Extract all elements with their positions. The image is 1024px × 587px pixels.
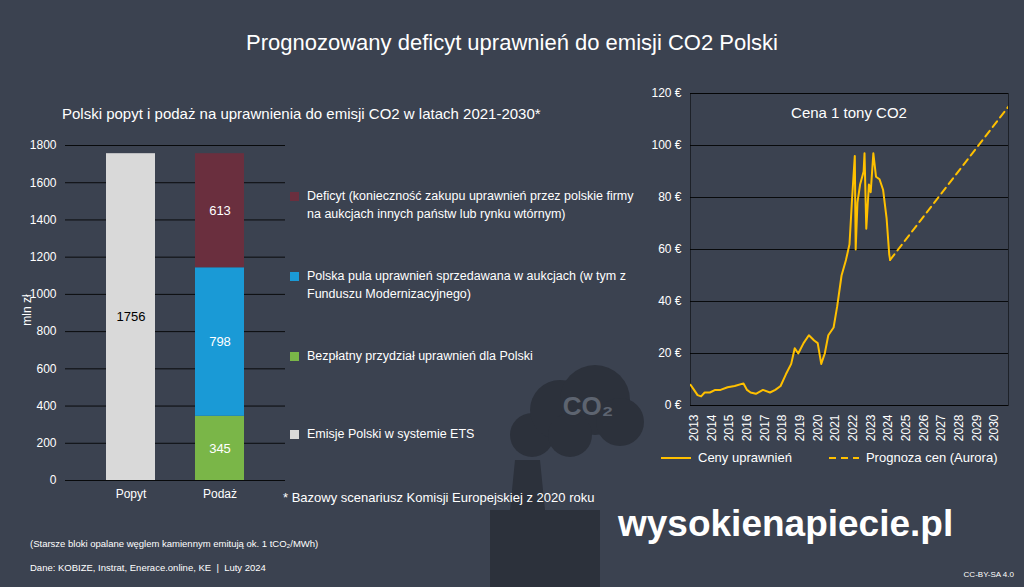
svg-text:2015: 2015 xyxy=(722,414,736,441)
svg-text:2025: 2025 xyxy=(899,414,913,441)
html-text:Dane: KOBIZE, Instrat, Enerace: Dane: KOBIZE, Instrat, Enerace.online, K… xyxy=(30,562,266,573)
html-text:Bezpłatny przydział uprawnień: Bezpłatny przydział uprawnień dla Polski xyxy=(307,349,533,363)
svg-text:1800: 1800 xyxy=(30,138,57,152)
svg-text:600: 600 xyxy=(36,362,56,376)
svg-text:2022: 2022 xyxy=(846,414,860,441)
html-text:Emisje Polski w systemie ETS: Emisje Polski w systemie ETS xyxy=(307,427,475,441)
html-text:(Starsze bloki opalane węglem: (Starsze bloki opalane węglem kamiennym … xyxy=(30,538,319,549)
svg-text:1756: 1756 xyxy=(117,309,146,324)
svg-text:798: 798 xyxy=(209,334,231,349)
svg-text:2016: 2016 xyxy=(740,414,754,441)
html-text:mln zł: mln zł xyxy=(20,294,34,326)
html-text:Polska pula uprawnień sprzedaw: Polska pula uprawnień sprzedawana w aukc… xyxy=(307,269,626,301)
svg-text:2029: 2029 xyxy=(970,414,984,441)
svg-text:2019: 2019 xyxy=(793,414,807,441)
svg-text:2014: 2014 xyxy=(705,414,719,441)
svg-text:120 €: 120 € xyxy=(651,86,681,100)
html-text:Ceny uprawnień: Ceny uprawnień xyxy=(698,450,792,465)
html-text:Deficyt (konieczność zakupu up: Deficyt (konieczność zakupu uprawnień pr… xyxy=(307,189,634,221)
svg-text:0: 0 xyxy=(50,473,57,487)
html-text:Cena 1 tony CO2: Cena 1 tony CO2 xyxy=(791,104,907,121)
svg-text:2024: 2024 xyxy=(881,414,895,441)
svg-text:80 €: 80 € xyxy=(658,190,682,204)
svg-text:200: 200 xyxy=(36,436,56,450)
svg-text:2027: 2027 xyxy=(934,414,948,441)
html-text:Prognoza cen (Aurora): Prognoza cen (Aurora) xyxy=(866,450,998,465)
svg-text:100 €: 100 € xyxy=(651,138,681,152)
svg-text:60 €: 60 € xyxy=(658,242,682,256)
html-text:* Bazowy scenariusz Komisji Eu: * Bazowy scenariusz Komisji Europejskiej… xyxy=(283,490,595,505)
html-text:Polski popyt i podaż na uprawn: Polski popyt i podaż na uprawnienia do e… xyxy=(62,105,541,122)
svg-text:2023: 2023 xyxy=(864,414,878,441)
svg-text:1400: 1400 xyxy=(30,213,57,227)
svg-text:20 €: 20 € xyxy=(658,346,682,360)
svg-text:2030: 2030 xyxy=(987,414,1001,441)
svg-text:Popyt: Popyt xyxy=(116,487,147,501)
html-text:Prognozowany deficyt uprawnień: Prognozowany deficyt uprawnień do emisji… xyxy=(246,30,778,55)
svg-text:0 €: 0 € xyxy=(665,398,682,412)
svg-text:2020: 2020 xyxy=(811,414,825,441)
svg-text:400: 400 xyxy=(36,399,56,413)
svg-text:Podaż: Podaż xyxy=(203,487,237,501)
html-text:wysokienapiecie.pl: wysokienapiecie.pl xyxy=(618,503,954,544)
svg-text:2028: 2028 xyxy=(952,414,966,441)
svg-text:1200: 1200 xyxy=(30,250,57,264)
svg-text:40 €: 40 € xyxy=(658,294,682,308)
svg-text:1000: 1000 xyxy=(29,287,57,302)
html-text:CC-BY-SA 4.0: CC-BY-SA 4.0 xyxy=(963,570,1014,579)
svg-text:2018: 2018 xyxy=(775,414,789,441)
svg-text:800: 800 xyxy=(36,324,56,338)
svg-text:2026: 2026 xyxy=(917,414,931,441)
svg-text:2021: 2021 xyxy=(828,414,842,441)
svg-text:2013: 2013 xyxy=(687,414,701,441)
svg-text:1600: 1600 xyxy=(30,176,57,190)
svg-text:345: 345 xyxy=(209,441,231,456)
svg-text:2017: 2017 xyxy=(758,414,772,441)
svg-text:613: 613 xyxy=(209,203,231,218)
svg-text:CO₂: CO₂ xyxy=(563,391,614,421)
